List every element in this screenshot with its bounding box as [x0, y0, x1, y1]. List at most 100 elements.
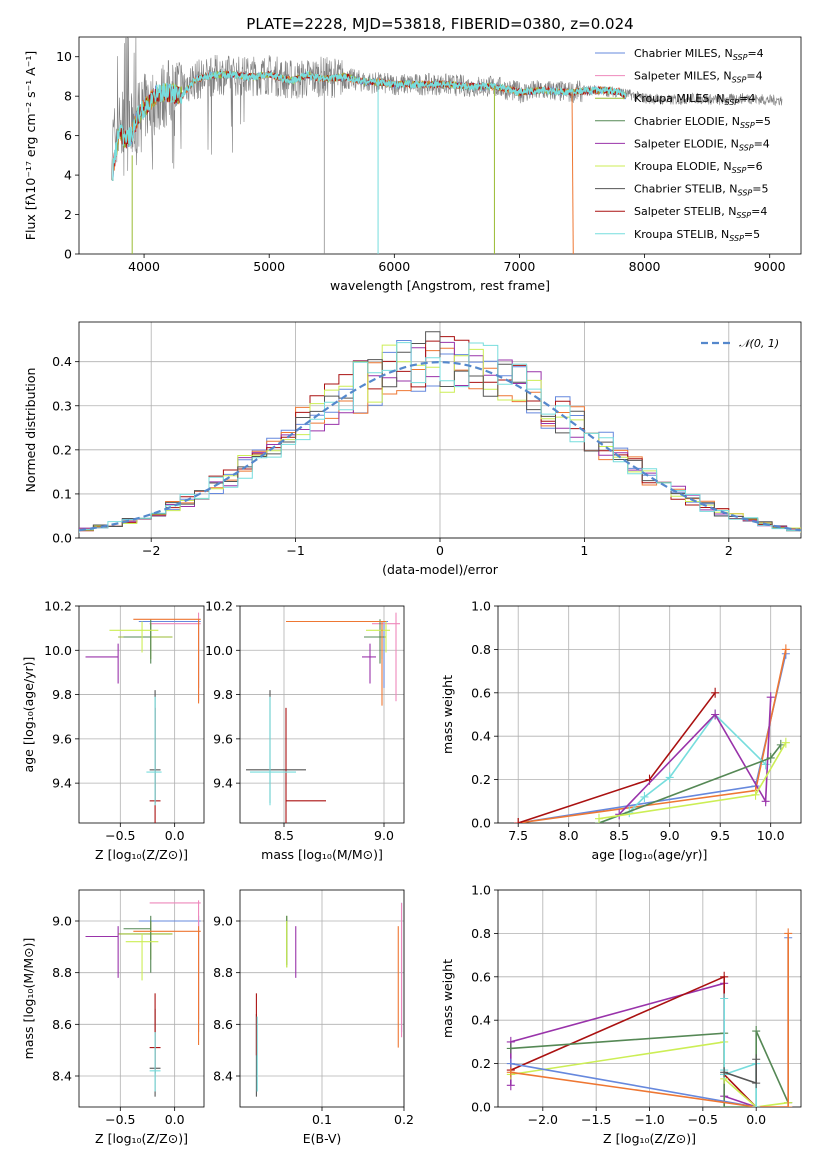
x-tick-label: −1.0 [634, 1112, 664, 1127]
age_vs_mass-markers [246, 612, 400, 823]
residual-histograms [79, 331, 801, 533]
y-tick-label: 1.0 [471, 883, 491, 898]
y-tick-label: 10.0 [44, 643, 72, 658]
mass-weight-series [615, 692, 775, 820]
mass-weight-marker [784, 1102, 793, 1107]
mass-weight-series [595, 737, 790, 823]
spectrum-axes: 4000 5000 6000 7000 8000 9000 0 2 4 6 8 10 wavelengt… [23, 36, 802, 293]
y-tick-label: 10.2 [44, 599, 72, 614]
y-tick-label: 8.8 [213, 965, 233, 980]
mass-weight-series [506, 928, 793, 1107]
y-tick-label: 0.1 [52, 486, 72, 501]
y-tick-label: 10.2 [205, 599, 233, 614]
x-tick-label: 0.1 [312, 1112, 332, 1127]
axes-frame [78, 321, 802, 539]
y-axis-label: mass [log₁₀(M/M⊙)] [21, 938, 36, 1060]
x-tick-label: −0.5 [105, 1112, 135, 1127]
y-tick-label: 9.8 [213, 687, 233, 702]
mass-weight-marker [720, 971, 729, 982]
y-tick-label: 6 [64, 128, 72, 143]
legend-value: =4 [751, 205, 767, 218]
mass-weight-series [720, 993, 761, 1107]
mass-weight-line [517, 692, 716, 823]
y-tick-label: 8.4 [52, 1069, 72, 1084]
errorbar-point [366, 621, 390, 653]
x-tick-label: 7.5 [508, 828, 528, 843]
mass-weight-marker [665, 772, 674, 783]
errorbar-point [133, 926, 201, 1045]
y-tick-label: 0.4 [471, 729, 491, 744]
errorbar-point [109, 621, 159, 653]
mass-weight-marker [720, 993, 729, 1004]
errorbar-point [246, 690, 306, 804]
errorbar-point [149, 900, 201, 1020]
normal-curve [79, 360, 801, 532]
x-tick-label: 8.0 [559, 828, 579, 843]
mass-weight-marker [720, 1067, 729, 1078]
age_vs_Z-markers [85, 612, 201, 823]
x-tick-label: 10.0 [757, 828, 785, 843]
x-axis-label: (data-model)/error [382, 562, 499, 577]
mass-weight-line [518, 653, 787, 823]
x-axis-label: Z [log₁₀(Z/Z⊙)] [95, 1131, 188, 1146]
massweight_vs_age-lines [514, 644, 790, 823]
x-tick-label: 9000 [754, 259, 786, 274]
x-axis-label: mass [log₁₀(M/M⊙)] [261, 847, 383, 862]
y-tick-label: 0.4 [471, 1013, 491, 1028]
mass_vs_ebv-markers [255, 902, 403, 1097]
legend-entry: Salpeter MILES, NSSP=4 [634, 70, 763, 85]
y-tick-label: 0.0 [52, 531, 72, 546]
x-tick-label: 5000 [253, 259, 285, 274]
x-tick-label: 4000 [128, 259, 160, 274]
errorbar-point [324, 620, 388, 688]
x-tick-label: −1.5 [581, 1112, 611, 1127]
x-tick-label: 9.5 [710, 828, 730, 843]
legend-entry: Chabrier ELODIE, NSSP=5 [634, 115, 771, 130]
mass-weight-marker [761, 796, 770, 807]
errorbar-point [125, 933, 159, 981]
x-tick-label: 9.0 [374, 828, 394, 843]
x-tick-label: 9.0 [660, 828, 680, 843]
y-axis-label: Normed distribution [23, 368, 38, 493]
y-tick-label: 0.6 [471, 969, 491, 984]
y-tick-label: 9.8 [52, 687, 72, 702]
legend-value: =6 [746, 160, 762, 173]
x-tick-label: 8.5 [609, 828, 629, 843]
y-tick-label: 9.4 [52, 776, 72, 791]
spectrum-legend: Chabrier MILES, NSSP=4 Salpeter MILES, NS… [595, 47, 771, 243]
legend-entry: Salpeter STELIB, NSSP=4 [634, 205, 767, 220]
errorbar-point [138, 620, 201, 688]
age_vs_mass-axes: 8.5 9.0 9.4 9.6 9.8 10.0 10.2 mass [log₁₀(M/M⊙)… [205, 599, 405, 862]
mass-weight-marker [752, 1078, 761, 1089]
y-axis-label: Flux [fλ10⁻¹⁷ erg cm⁻² s⁻¹ A⁻¹] [23, 51, 38, 240]
mass_vs_ebv-axes: 0.1 0.2 8.4 8.6 8.8 9.0 E(B-V) [213, 889, 414, 1146]
y-tick-label: 0.3 [52, 398, 72, 413]
x-tick-label: −2 [142, 543, 160, 558]
legend-value: =5 [744, 228, 760, 241]
axes-frame [497, 889, 802, 1108]
mass-weight-marker [506, 1080, 515, 1091]
mass_vs_Z-markers [85, 900, 201, 1097]
legend-entry: Kroupa STELIB, NSSP=5 [634, 228, 760, 243]
y-tick-label: 8.6 [213, 1017, 233, 1032]
y-tick-label: 0.0 [471, 816, 491, 831]
spectrum-lines [111, 37, 783, 254]
errorbar-point [250, 696, 296, 806]
mass-weight-marker [711, 709, 720, 720]
legend-subscript: SSP [738, 189, 753, 198]
axes-frame [78, 605, 205, 824]
mass-weight-marker [781, 737, 790, 748]
mass-weight-marker [514, 818, 523, 823]
mass-weight-line [510, 1030, 789, 1107]
axes-frame [497, 605, 802, 824]
legend-entry: 𝒩(0, 1) [739, 337, 779, 350]
residual-legend: 𝒩(0, 1) [701, 337, 779, 350]
legend-value: =5 [755, 115, 771, 128]
y-tick-label: 8.6 [52, 1017, 72, 1032]
mass-weight-line [510, 933, 789, 1107]
x-tick-label: 8.5 [274, 828, 294, 843]
legend-entry: Chabrier STELIB, NSSP=5 [634, 183, 768, 198]
legend-subscript: SSP [736, 211, 751, 220]
errorbar-point [118, 921, 173, 960]
errorbar-point [149, 612, 201, 702]
